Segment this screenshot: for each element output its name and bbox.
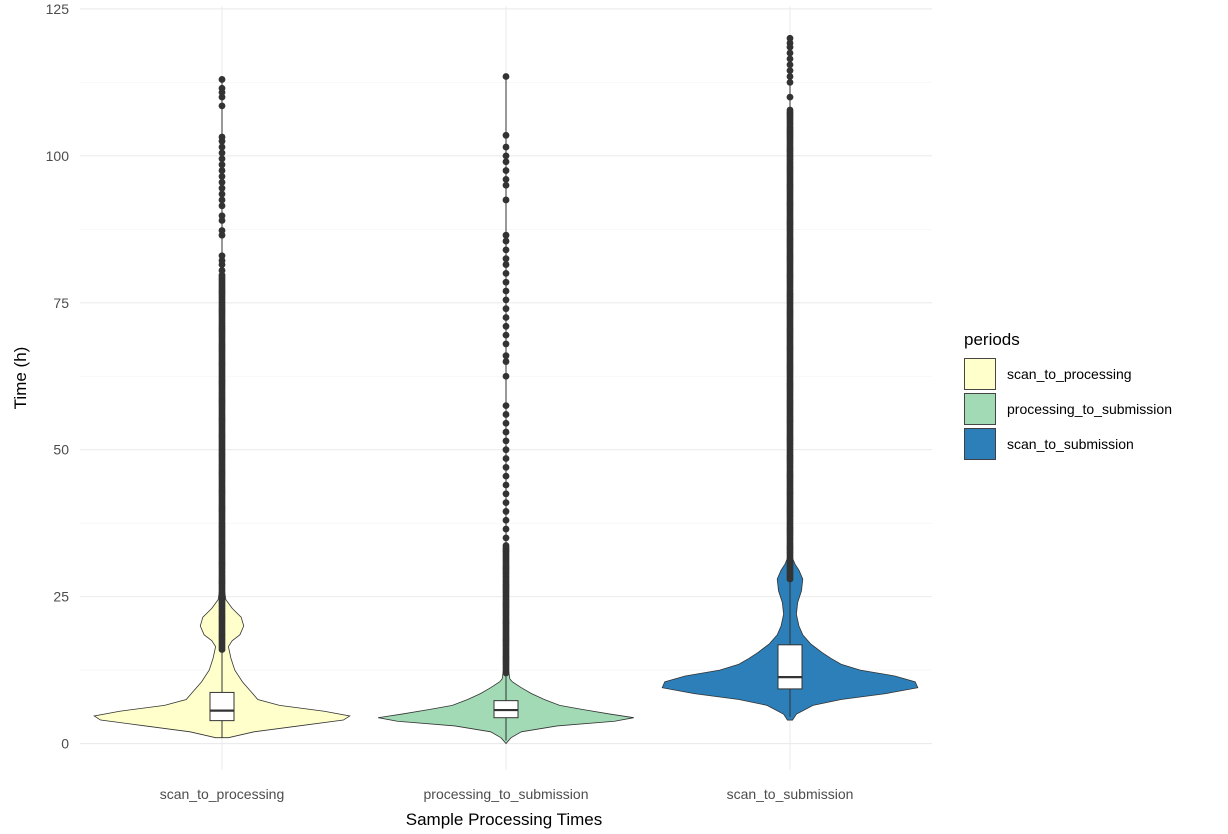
box-scan_to_processing — [209, 691, 235, 722]
y-tick-label: 75 — [53, 295, 69, 311]
x-tick-label: scan_to_submission — [727, 786, 854, 802]
legend-swatch — [964, 428, 996, 460]
x-axis-ticks: scan_to_processing processing_to_submissi… — [160, 786, 854, 802]
legend-label: processing_to_submission — [1007, 401, 1172, 417]
x-tick-label: processing_to_submission — [424, 786, 589, 802]
y-axis-title: Time (h) — [11, 347, 30, 410]
legend: periods scan_to_processing processing_to_… — [964, 330, 1172, 460]
y-tick-label: 25 — [53, 589, 69, 605]
legend-title: periods — [964, 330, 1020, 349]
y-tick-label: 125 — [46, 1, 70, 17]
legend-swatch — [964, 358, 996, 390]
legend-label: scan_to_processing — [1007, 366, 1132, 382]
y-tick-label: 0 — [61, 736, 69, 752]
legend-label: scan_to_submission — [1007, 436, 1134, 452]
boxplots — [209, 38, 803, 741]
legend-swatch — [964, 393, 996, 425]
y-axis-ticks: 0 25 50 75 100 125 — [46, 1, 70, 752]
y-tick-label: 100 — [46, 148, 70, 164]
y-tick-label: 50 — [53, 442, 69, 458]
outlier-point — [786, 34, 794, 42]
x-axis-title: Sample Processing Times — [406, 810, 603, 829]
box-scan_to_submission — [777, 644, 803, 690]
x-tick-label: scan_to_processing — [160, 786, 285, 802]
